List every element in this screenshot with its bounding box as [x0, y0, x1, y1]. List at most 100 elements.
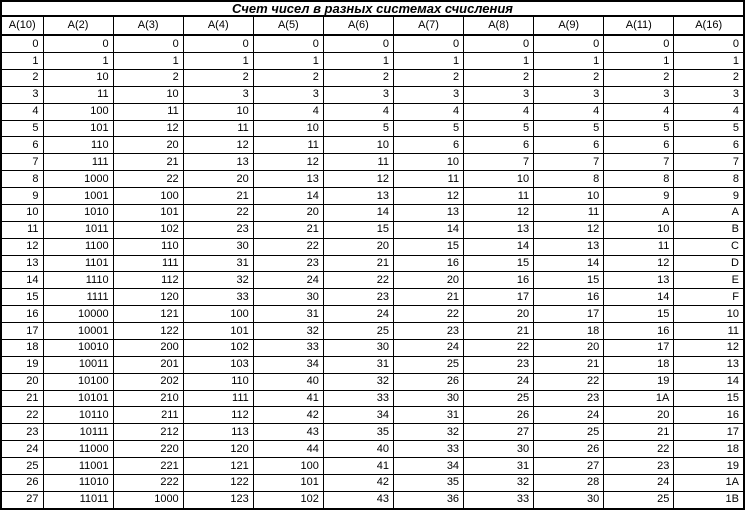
table-cell: 33 — [252, 338, 324, 357]
table-cell: 123 — [182, 490, 254, 510]
table-cell: 8 — [603, 170, 675, 189]
table-cell: 25 — [533, 423, 605, 442]
table-cell: 17 — [533, 305, 605, 324]
table-cell: 221 — [112, 457, 184, 475]
table-cell: 5 — [463, 119, 535, 138]
table-cell: 21 — [533, 355, 605, 374]
column-header: A(16) — [673, 15, 745, 36]
table-cell: 112 — [112, 271, 184, 290]
table-cell: 25 — [392, 355, 465, 374]
table-row: 2 10 2 2 2 2 2 2 2 2 2 — [0, 68, 745, 87]
table-cell: 2 — [252, 68, 324, 87]
table-cell: 1 — [463, 52, 535, 70]
table-cell: 30 — [182, 237, 254, 256]
table-cell: 10 — [252, 119, 324, 138]
table-cell: 4 — [673, 102, 745, 121]
table-cell: 1111 — [42, 288, 114, 307]
table-row: 10 1010 101 22 20 14 13 12 11 A A — [0, 203, 745, 222]
table-row: 12 1100 110 30 22 20 15 14 13 11 C — [0, 237, 745, 256]
table-row: 19 10011 201 103 34 31 25 23 21 18 13 — [0, 355, 745, 374]
table-cell: 0 — [42, 34, 114, 54]
table-cell: A — [603, 203, 675, 222]
table-cell: 1000 — [112, 490, 184, 510]
table-cell: 10 — [673, 305, 745, 324]
table-cell: 25 — [0, 457, 44, 475]
table-cell: 24 — [252, 271, 324, 290]
table-cell: 1A — [673, 473, 745, 492]
table-cell: 21 — [182, 187, 254, 205]
table-cell: 9 — [0, 187, 44, 205]
table-cell: 12 — [673, 338, 745, 357]
table-cell: 11011 — [42, 490, 114, 510]
table-cell: 22 — [112, 170, 184, 189]
table-cell: 10001 — [42, 322, 114, 340]
column-header: A(10) — [0, 15, 44, 36]
table-cell: 31 — [182, 254, 254, 273]
table-cell: 110 — [182, 372, 254, 391]
table-cell: 42 — [252, 406, 324, 425]
table-cell: 40 — [322, 440, 394, 459]
table-cell: 18 — [0, 338, 44, 357]
table-cell: 24 — [322, 305, 394, 324]
table-cell: 33 — [182, 288, 254, 307]
table-cell: 27 — [533, 457, 605, 475]
table-cell: 11 — [463, 187, 535, 205]
table-cell: 31 — [463, 457, 535, 475]
table-cell: 23 — [322, 288, 394, 307]
table-cell: 12 — [182, 136, 254, 155]
table-cell: 103 — [182, 355, 254, 374]
table-cell: 20 — [603, 406, 675, 425]
table-row: 26 11010 222 122 101 42 35 32 28 24 1A — [0, 473, 745, 492]
table-cell: 21 — [322, 254, 394, 273]
table-cell: 4 — [463, 102, 535, 121]
table-cell: 211 — [112, 406, 184, 425]
table-cell: 18 — [673, 440, 745, 459]
table-cell: 14 — [673, 372, 745, 391]
table-cell: 31 — [392, 406, 465, 425]
table-cell: 15 — [533, 271, 605, 290]
table-cell: 3 — [533, 85, 605, 104]
table-cell: 12 — [603, 254, 675, 273]
table-cell: 24 — [533, 406, 605, 425]
table-cell: 35 — [392, 473, 465, 492]
table-cell: 23 — [0, 423, 44, 442]
table-cell: 23 — [463, 355, 535, 374]
table-cell: 25 — [603, 490, 675, 510]
table-cell: 2 — [112, 68, 184, 87]
table-cell: 43 — [252, 423, 324, 442]
table-cell: 13 — [322, 187, 394, 205]
table-cell: 16 — [603, 322, 675, 340]
table-cell: 20 — [392, 271, 465, 290]
table-cell: 21 — [112, 153, 184, 172]
table-cell: 25 — [322, 322, 394, 340]
table-cell: 10011 — [42, 355, 114, 374]
table-cell: 3 — [603, 85, 675, 104]
table-cell: 9 — [603, 187, 675, 205]
table-cell: E — [673, 271, 745, 290]
table-cell: 1100 — [42, 237, 114, 256]
column-header: A(9) — [533, 15, 605, 36]
table-row: 16 10000 121 100 31 24 22 20 17 15 10 — [0, 305, 745, 324]
table-cell: 22 — [182, 203, 254, 222]
table-cell: 22 — [603, 440, 675, 459]
table-cell: 4 — [392, 102, 465, 121]
table-cell: 110 — [112, 237, 184, 256]
table-cell: 111 — [112, 254, 184, 273]
table-row: 23 10111 212 113 43 35 32 27 25 21 17 — [0, 423, 745, 442]
table-cell: 0 — [112, 34, 184, 54]
table-cell: 23 — [182, 220, 254, 239]
table-cell: 34 — [322, 406, 394, 425]
table-cell: 3 — [0, 85, 44, 104]
table-cell: 202 — [112, 372, 184, 391]
table-cell: 121 — [182, 457, 254, 475]
table-cell: 21 — [392, 288, 465, 307]
table-cell: 102 — [252, 490, 324, 510]
title-row: Счет чисел в разных системах счисления — [0, 0, 745, 17]
table-cell: 10100 — [42, 372, 114, 391]
table-cell: 32 — [392, 423, 465, 442]
table-cell: 22 — [463, 338, 535, 357]
table-cell: 21 — [0, 389, 44, 408]
table-cell: 1B — [673, 490, 745, 510]
table-cell: 26 — [0, 473, 44, 492]
table-cell: 15 — [322, 220, 394, 239]
